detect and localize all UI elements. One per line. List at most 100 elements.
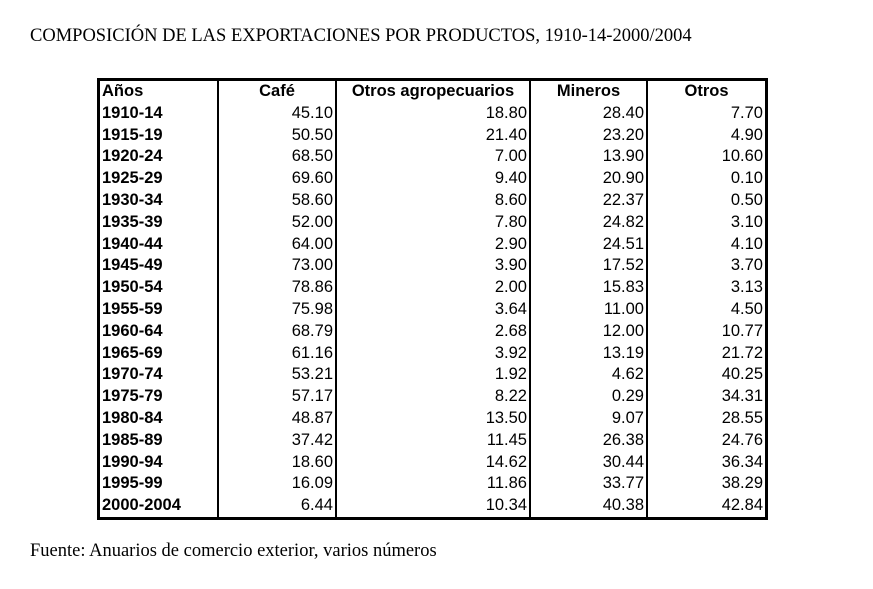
- table-row: 1950-54 78.86 2.00 15.83 3.13: [99, 277, 767, 299]
- mineros-cell: 9.07: [529, 407, 647, 430]
- otros-cell: 4.90: [646, 124, 767, 147]
- cafe-cell: 48.87: [217, 407, 336, 430]
- table-row: 1975-79 57.17 8.22 0.29 34.31: [99, 386, 767, 408]
- otros-agropecuarios-cell: 3.64: [335, 298, 530, 321]
- otros-agropecuarios-cell: 7.00: [335, 146, 530, 169]
- cafe-cell: 52.00: [217, 211, 336, 234]
- year-cell: 2000-2004: [102, 496, 181, 515]
- cafe-cell: 68.50: [217, 146, 336, 169]
- otros-agropecuarios-cell: 8.22: [335, 386, 530, 408]
- otros-agropecuarios-cell: 18.80: [335, 102, 530, 125]
- cafe-cell: 50.50: [217, 124, 336, 147]
- table-row: 1985-89 37.42 11.45 26.38 24.76: [99, 429, 767, 452]
- table-row: 1915-19 50.50 21.40 23.20 4.90: [99, 124, 767, 147]
- header-otros-agropecuarios: Otros agropecuarios: [335, 79, 530, 103]
- cafe-cell: 68.79: [217, 320, 336, 343]
- mineros-cell: 20.90: [529, 168, 647, 190]
- year-cell: 1920-24: [102, 147, 163, 166]
- cafe-cell: 58.60: [217, 189, 336, 212]
- mineros-cell: 33.77: [529, 473, 647, 496]
- otros-cell: 4.50: [646, 298, 767, 321]
- otros-cell: 0.10: [646, 168, 767, 190]
- table-row: 1980-84 48.87 13.50 9.07 28.55: [99, 407, 767, 430]
- table-row: 1930-34 58.60 8.60 22.37 0.50: [99, 189, 767, 212]
- table-row: 1965-69 61.16 3.92 13.19 21.72: [99, 342, 767, 365]
- otros-agropecuarios-cell: 8.60: [335, 189, 530, 212]
- year-cell: 1925-29: [102, 169, 163, 188]
- otros-agropecuarios-cell: 9.40: [335, 168, 530, 190]
- otros-cell: 10.60: [646, 146, 767, 169]
- year-cell: 1930-34: [102, 190, 163, 209]
- otros-cell: 36.34: [646, 451, 767, 474]
- year-cell: 1955-59: [102, 299, 163, 318]
- otros-agropecuarios-cell: 11.45: [335, 429, 530, 452]
- otros-agropecuarios-cell: 3.92: [335, 342, 530, 365]
- header-anos: Años: [102, 82, 144, 100]
- cafe-cell: 16.09: [217, 473, 336, 496]
- otros-cell: 7.70: [646, 102, 767, 125]
- otros-cell: 21.72: [646, 342, 767, 365]
- table-row: 2000-2004 6.44 10.34 40.38 42.84: [99, 495, 767, 519]
- cafe-cell: 78.86: [217, 277, 336, 299]
- year-cell: 1950-54: [102, 278, 163, 297]
- document-title: COMPOSICIÓN DE LAS EXPORTACIONES POR PRO…: [30, 26, 692, 46]
- otros-agropecuarios-cell: 10.34: [335, 495, 530, 519]
- mineros-cell: 40.38: [529, 495, 647, 519]
- year-cell: 1980-84: [102, 408, 163, 427]
- mineros-cell: 4.62: [529, 364, 647, 387]
- otros-cell: 38.29: [646, 473, 767, 496]
- otros-agropecuarios-cell: 21.40: [335, 124, 530, 147]
- otros-cell: 24.76: [646, 429, 767, 452]
- table-row: 1995-99 16.09 11.86 33.77 38.29: [99, 473, 767, 496]
- otros-agropecuarios-cell: 1.92: [335, 364, 530, 387]
- cafe-cell: 61.16: [217, 342, 336, 365]
- otros-agropecuarios-cell: 2.90: [335, 233, 530, 256]
- otros-agropecuarios-cell: 2.68: [335, 320, 530, 343]
- year-cell: 1995-99: [102, 474, 163, 493]
- year-cell: 1910-14: [102, 103, 163, 122]
- otros-agropecuarios-cell: 11.86: [335, 473, 530, 496]
- cafe-cell: 37.42: [217, 429, 336, 452]
- table-row: 1990-94 18.60 14.62 30.44 36.34: [99, 451, 767, 474]
- otros-agropecuarios-cell: 3.90: [335, 255, 530, 278]
- year-cell: 1975-79: [102, 387, 163, 406]
- cafe-cell: 75.98: [217, 298, 336, 321]
- mineros-cell: 17.52: [529, 255, 647, 278]
- year-cell: 1940-44: [102, 234, 163, 253]
- header-cafe: Café: [217, 79, 336, 103]
- year-cell: 1915-19: [102, 125, 163, 144]
- table-row: 1925-29 69.60 9.40 20.90 0.10: [99, 168, 767, 190]
- exports-table: Años Café Otros agropecuarios Mineros Ot…: [97, 78, 768, 520]
- table-row: 1970-74 53.21 1.92 4.62 40.25: [99, 364, 767, 387]
- otros-cell: 42.84: [646, 495, 767, 519]
- header-mineros: Mineros: [529, 79, 647, 103]
- mineros-cell: 11.00: [529, 298, 647, 321]
- otros-cell: 4.10: [646, 233, 767, 256]
- otros-cell: 40.25: [646, 364, 767, 387]
- mineros-cell: 15.83: [529, 277, 647, 299]
- year-cell: 1945-49: [102, 256, 163, 275]
- otros-cell: 3.10: [646, 211, 767, 234]
- year-cell: 1965-69: [102, 343, 163, 362]
- table-header-row: Años Café Otros agropecuarios Mineros Ot…: [99, 79, 767, 103]
- mineros-cell: 24.82: [529, 211, 647, 234]
- year-cell: 1935-39: [102, 212, 163, 231]
- otros-cell: 0.50: [646, 189, 767, 212]
- otros-agropecuarios-cell: 7.80: [335, 211, 530, 234]
- otros-cell: 10.77: [646, 320, 767, 343]
- cafe-cell: 57.17: [217, 386, 336, 408]
- mineros-cell: 30.44: [529, 451, 647, 474]
- otros-cell: 3.13: [646, 277, 767, 299]
- otros-cell: 28.55: [646, 407, 767, 430]
- year-cell: 1990-94: [102, 452, 163, 471]
- otros-cell: 3.70: [646, 255, 767, 278]
- table-row: 1910-14 45.10 18.80 28.40 7.70: [99, 102, 767, 125]
- mineros-cell: 22.37: [529, 189, 647, 212]
- mineros-cell: 13.19: [529, 342, 647, 365]
- otros-cell: 34.31: [646, 386, 767, 408]
- table-row: 1945-49 73.00 3.90 17.52 3.70: [99, 255, 767, 278]
- mineros-cell: 24.51: [529, 233, 647, 256]
- cafe-cell: 6.44: [217, 495, 336, 519]
- table-row: 1960-64 68.79 2.68 12.00 10.77: [99, 320, 767, 343]
- table-row: 1955-59 75.98 3.64 11.00 4.50: [99, 298, 767, 321]
